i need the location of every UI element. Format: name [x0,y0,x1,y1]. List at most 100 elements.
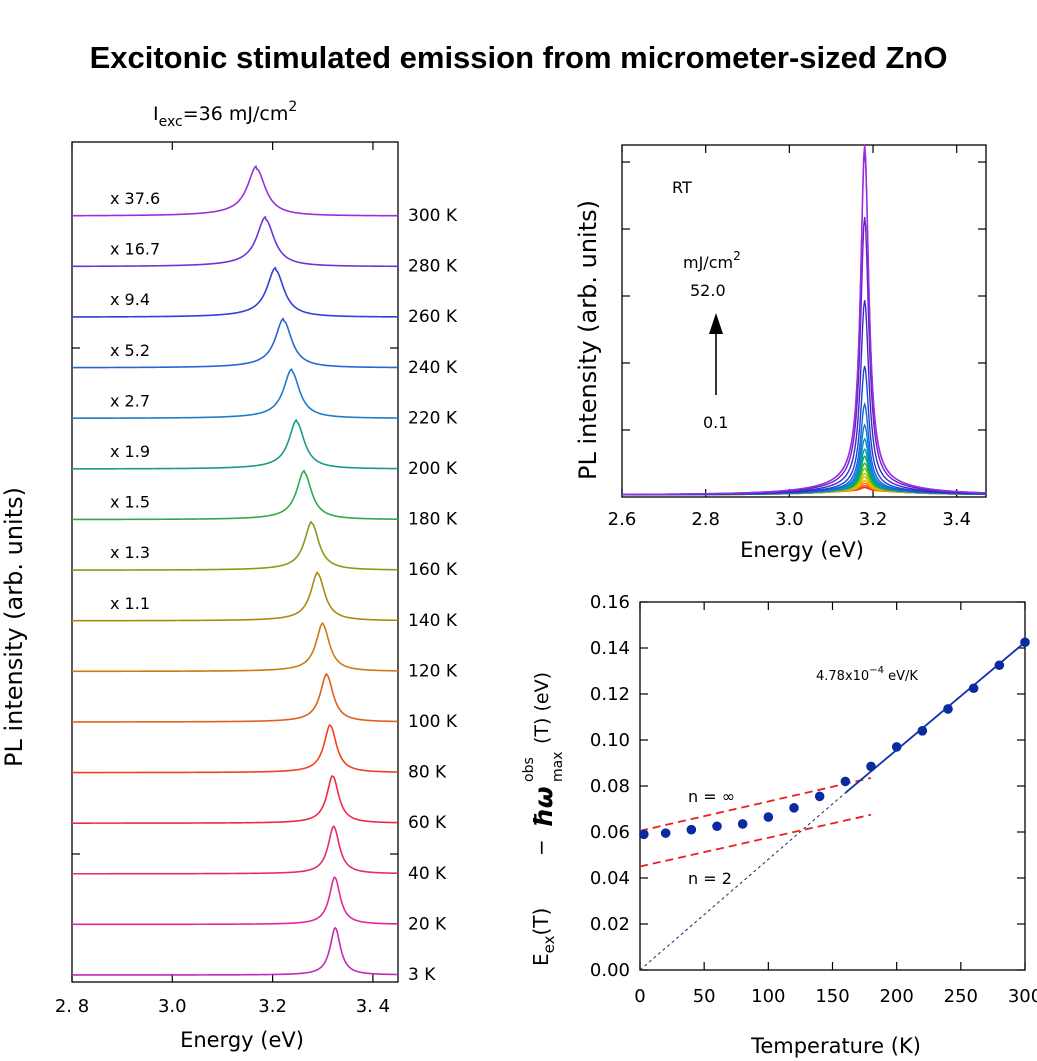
shift-x-tick-label: 250 [944,986,978,1007]
fit-slope-unit: eV/K [884,669,918,684]
panel-energy-shift: 0 50 100 150 200 250 300 0.00 0.02 0.04 0.06 0.08 0.… [521,592,1037,1058]
multiplier-label: x 1.3 [110,543,150,562]
y-label-minus: − [529,839,553,856]
shift-y-tick-label: 0.06 [590,822,630,843]
rt-annotation: RT [672,178,692,197]
data-point [968,683,979,694]
shift-x-tick-label: 300 [1008,986,1037,1007]
spectrum-curve [72,317,398,369]
temperature-label: 80 K [408,763,447,783]
rt-x-tick-label: 3.0 [775,509,804,530]
temperature-label: 140 K [408,611,458,631]
shift-x-axis-label: Temperature (K) [750,1034,921,1058]
panel-rt-excitation: 2.6 2.8 3.0 3.2 3.4 RT mJ/cm2 52.0 0.1 Energ… [574,144,987,562]
rt-legend-max: 52.0 [690,281,726,300]
multiplier-label: x 5.2 [110,341,150,360]
data-point [814,791,825,802]
spectrum-curve [71,215,399,268]
rt-curves [621,144,987,496]
rt-x-axis-label: Energy (eV) [740,538,864,562]
spectrum-curve [72,775,399,824]
shift-x-tick-label: 150 [815,986,849,1007]
shift-y-tick-label: 0.00 [590,960,630,981]
temperature-label: 300 K [408,206,458,226]
shift-x-tick-label: 50 [693,986,716,1007]
spectrum-curve [72,164,398,217]
y-label-e: E [529,953,553,966]
temperature-label: 120 K [408,661,458,681]
header-sub: exc [159,114,183,130]
excitation-header: Iexc=36 mJ/cm2 [153,99,297,130]
header-base: I [153,103,159,125]
y-label-e-sub: ex [540,935,558,953]
spectra-curves [71,164,399,976]
data-point [639,829,649,840]
spectrum-curve [72,723,399,774]
data-point [763,812,774,822]
rt-y-axis-label: PL intensity (arb. units) [574,200,602,480]
multiplier-label: x 16.7 [110,240,160,259]
data-point [660,828,671,838]
rt-ticks: 2.6 2.8 3.0 3.2 3.4 [608,145,986,530]
rt-x-tick-label: 3.2 [859,509,888,530]
page-title: Excitonic stimulated emission from micro… [89,40,948,75]
multiplier-label: x 1.5 [110,493,150,512]
rt-x-tick-label: 2.6 [608,509,637,530]
multiplier-label: x 1.9 [110,442,150,461]
rt-spectrum-curve [621,151,987,496]
fit-slope-base: 4.78x10 [816,669,869,684]
spectra-x-tick-label: 2. 8 [55,996,89,1017]
y-label-obs: obs [521,757,537,782]
fit-slope-label: 4.78x10−4 eV/K [816,665,918,684]
n-infinity-label: n = ∞ [688,787,735,806]
shift-y-tick-label: 0.02 [590,914,630,935]
spectrum-curve [72,571,399,622]
rt-spectrum-curve [621,401,987,496]
y-label-unit: (T) (eV) [531,672,553,744]
spectra-x-axis-label: Energy (eV) [180,1028,304,1052]
temperature-label: 240 K [408,358,458,378]
spectrum-curve [72,825,399,875]
rt-spectrum-curve [622,300,987,496]
shift-points [639,637,1030,840]
data-point [891,742,902,752]
spectrum-curve [71,469,398,521]
temperature-label: 160 K [408,560,458,580]
data-point [994,660,1005,671]
spectra-plot-frame [71,141,399,983]
temperature-label: 3 K [408,965,436,985]
spectra-x-tick-label: 3. 4 [356,996,390,1017]
temperature-label: 220 K [408,408,458,428]
header-sup: 2 [288,99,297,115]
spectrum-curve [72,520,399,571]
temperature-label: 260 K [408,307,458,327]
spectra-x-tick-label: 3.2 [258,996,287,1017]
data-point [866,761,876,772]
multiplier-label: x 37.6 [110,189,160,208]
temperature-label: 60 K [408,813,447,833]
spectra-x-tick-label: 3.0 [158,996,187,1017]
rt-spectrum-curve [621,144,987,496]
temperature-label: 200 K [408,459,458,479]
shift-lines [639,641,1026,971]
data-point [686,824,697,835]
data-point [917,726,928,736]
rt-legend-arrow-head [709,313,723,334]
rt-legend-unit-sup: 2 [733,249,741,263]
panel-temperature-spectra: Iexc=36 mJ/cm2 2. 8 3.0 3.2 3. 4 300 K x 37.… [0,99,458,1052]
shift-x-tick-label: 0 [634,986,645,1007]
spectrum-curve [72,418,399,470]
rt-plot-frame [621,144,987,498]
y-label-e-tail: (T) [529,908,553,936]
shift-y-axis-label: Eex(T) − ħω obs max (T) (eV) [521,672,566,966]
shift-y-tick-label: 0.10 [590,730,630,751]
temperature-label: 40 K [408,864,447,884]
svg-text:Eex(T): Eex(T) [529,908,558,966]
rt-legend-unit-base: mJ/cm [683,253,733,272]
data-point [840,776,851,787]
shift-y-tick-label: 0.04 [590,868,630,889]
rt-legend-unit: mJ/cm2 [683,249,741,272]
rt-spectrum-curve [622,365,987,496]
temperature-label: 100 K [408,712,458,732]
